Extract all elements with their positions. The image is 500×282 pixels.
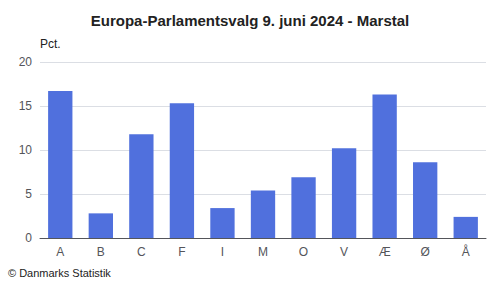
svg-text:Ø: Ø [421, 245, 430, 259]
svg-text:C: C [137, 245, 146, 259]
svg-text:5: 5 [25, 187, 32, 201]
svg-text:M: M [258, 245, 268, 259]
svg-text:Europa-Parlamentsvalg 9. juni: Europa-Parlamentsvalg 9. juni 2024 - Mar… [91, 12, 409, 29]
svg-text:10: 10 [19, 143, 33, 157]
svg-text:Å: Å [462, 244, 470, 259]
svg-text:I: I [221, 245, 224, 259]
svg-text:O: O [299, 245, 308, 259]
svg-text:Pct.: Pct. [40, 37, 61, 51]
svg-text:A: A [56, 245, 64, 259]
svg-text:F: F [178, 245, 185, 259]
svg-text:B: B [97, 245, 105, 259]
svg-text:© Danmarks Statistik: © Danmarks Statistik [8, 267, 111, 279]
svg-text:Æ: Æ [379, 245, 391, 259]
svg-text:20: 20 [19, 55, 33, 69]
svg-text:0: 0 [25, 231, 32, 245]
svg-text:15: 15 [19, 99, 33, 113]
svg-text:V: V [340, 245, 348, 259]
